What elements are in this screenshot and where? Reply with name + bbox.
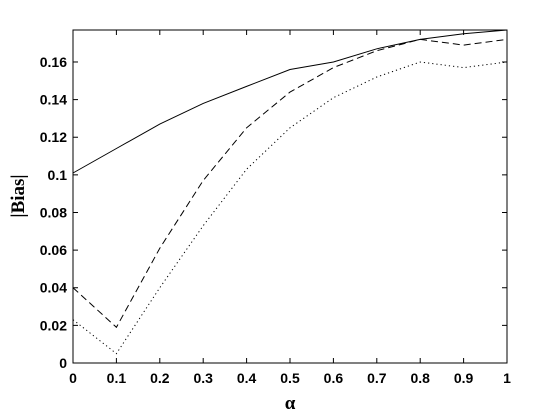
axis-ticks: 0 0.1 0.2 0.3 0.4 0.5 0.6 0.7 0.8 0.9 1 0 0.02 0.04 0.… bbox=[40, 30, 511, 386]
series-line-solid bbox=[72, 29, 508, 174]
x-tick-label: 0.4 bbox=[237, 370, 257, 386]
y-tick-label: 0.14 bbox=[40, 92, 67, 108]
x-tick-label: 0 bbox=[69, 370, 77, 386]
x-tick-label: 0.5 bbox=[280, 370, 300, 386]
x-tick-label: 0.7 bbox=[367, 370, 387, 386]
series-line-dotted bbox=[72, 61, 508, 355]
y-tick-label: 0.08 bbox=[40, 204, 67, 220]
series-lines bbox=[72, 29, 508, 355]
x-tick-label: 0.1 bbox=[107, 370, 127, 386]
x-tick-label: 0.6 bbox=[324, 370, 344, 386]
y-axis-title: |Bias| bbox=[8, 174, 29, 217]
x-tick-label: 0.2 bbox=[150, 370, 170, 386]
plot-area bbox=[72, 29, 508, 364]
y-tick-label: 0.1 bbox=[48, 167, 68, 183]
y-tick-label: 0.12 bbox=[40, 129, 67, 145]
x-tick-label: 0.8 bbox=[410, 370, 430, 386]
y-tick-label: 0.04 bbox=[40, 280, 67, 296]
x-tick-label: 0.9 bbox=[454, 370, 474, 386]
y-tick-label: 0.16 bbox=[40, 54, 67, 70]
y-tick-label: 0 bbox=[59, 355, 67, 371]
x-axis-title: α bbox=[285, 393, 296, 414]
series-line-dashed bbox=[72, 38, 508, 329]
y-tick-label: 0.02 bbox=[40, 317, 67, 333]
x-tick-label: 1 bbox=[503, 370, 511, 386]
x-tick-label: 0.3 bbox=[193, 370, 213, 386]
y-tick-label: 0.06 bbox=[40, 242, 67, 258]
